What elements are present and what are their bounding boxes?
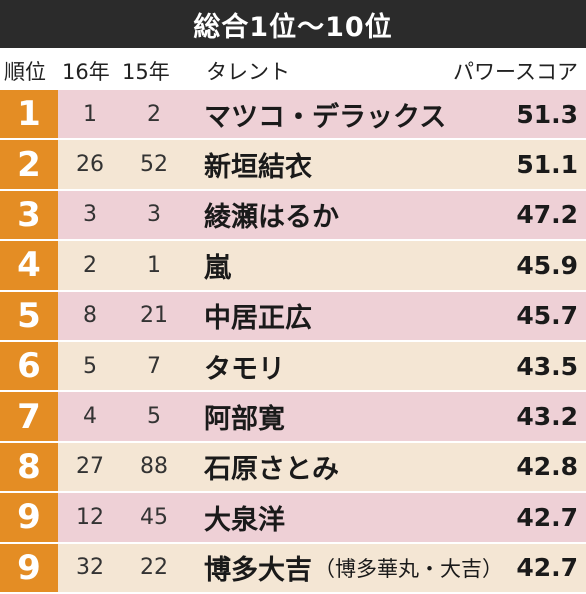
rank-cell: 8: [0, 442, 58, 492]
talent-name: 中居正広: [204, 292, 314, 340]
rank-2015: 1: [147, 252, 161, 278]
talent-name: 石原さとみ: [204, 443, 341, 491]
talent-name-text: 綾瀬はるか: [204, 202, 339, 234]
rank-2016: 12: [76, 504, 104, 530]
header-2015: 15年: [122, 60, 170, 84]
talent-name: 新垣結衣: [204, 140, 314, 188]
header-2016: 16年: [62, 60, 110, 84]
talent-name: 大泉洋: [204, 493, 287, 541]
rank-2015: 21: [140, 303, 168, 329]
rank-cell: 6: [0, 341, 58, 391]
header-power-score: パワースコア: [453, 60, 578, 84]
rank-2016: 32: [76, 555, 104, 581]
table-header: 順位 16年 15年 タレント パワースコア: [0, 48, 586, 90]
talent-name: マツコ・デラックス: [204, 90, 448, 138]
power-score: 42.7: [516, 502, 578, 532]
rank-2015: 52: [140, 152, 168, 178]
talent-name-text: 阿部寛: [204, 404, 285, 436]
rank-2016: 3: [83, 202, 97, 228]
talent-name-text: 大泉洋: [204, 504, 285, 536]
talent-name-text: タモリ: [204, 353, 285, 385]
rank-2015: 22: [140, 555, 168, 581]
power-score: 43.2: [516, 402, 578, 432]
power-score: 51.3: [516, 99, 578, 129]
rank-2015: 45: [140, 504, 168, 530]
table-row: 6 5 7 タモリ 43.5: [0, 341, 586, 393]
talent-name-text: 博多大吉: [204, 555, 312, 587]
talent-name-text: 嵐: [204, 252, 231, 284]
table-row: 1 1 2 マツコ・デラックス 51.3: [0, 90, 586, 141]
talent-name-text: マツコ・デラックス: [204, 101, 447, 133]
rank-2016: 5: [83, 353, 97, 379]
rank-2016: 8: [83, 303, 97, 329]
rank-2016: 1: [83, 101, 97, 127]
rank-2015: 5: [147, 404, 161, 430]
power-score: 43.5: [516, 351, 578, 381]
rank-cell: 7: [0, 392, 58, 441]
rank-2015: 88: [140, 454, 168, 480]
table-row: 7 4 5 阿部寛 43.2: [0, 392, 586, 443]
table-row: 9 12 45 大泉洋 42.7: [0, 493, 586, 544]
title-text: 総合1位～10位: [193, 11, 393, 43]
rank-cell: 9: [0, 543, 58, 592]
table-row: 2 26 52 新垣結衣 51.1: [0, 140, 586, 191]
rank-2015: 2: [147, 101, 161, 127]
talent-name: 綾瀬はるか: [204, 191, 341, 239]
header-talent: タレント: [206, 60, 290, 84]
table-row: 9 32 22 博多大吉 （博多華丸・大吉） 42.7: [0, 543, 586, 594]
talent-name: 阿部寛: [204, 392, 287, 440]
rank-cell: 9: [0, 493, 58, 542]
talent-name-text: 石原さとみ: [204, 454, 339, 486]
power-score: 45.9: [516, 250, 578, 280]
rank-2015: 7: [147, 353, 161, 379]
talent-name-text: 新垣結衣: [204, 152, 312, 184]
power-score: 42.8: [516, 452, 578, 482]
rank-cell: 4: [0, 241, 58, 290]
rank-2016: 26: [76, 152, 104, 178]
rank-cell: 5: [0, 291, 58, 340]
talent-name: 博多大吉 （博多華丸・大吉）: [204, 544, 503, 592]
talent-note: （博多華丸・大吉）: [314, 556, 503, 581]
rank-2015: 3: [147, 202, 161, 228]
table-row: 8 27 88 石原さとみ 42.8: [0, 442, 586, 494]
table-row: 5 8 21 中居正広 45.7: [0, 291, 586, 342]
rank-cell: 2: [0, 140, 58, 189]
power-score: 51.1: [516, 150, 578, 180]
rank-cell: 3: [0, 190, 58, 240]
table-row: 4 2 1 嵐 45.9: [0, 241, 586, 292]
talent-name: 嵐: [204, 241, 233, 289]
rank-2016: 4: [83, 404, 97, 430]
page-title: 総合1位～10位: [0, 0, 586, 48]
power-score: 45.7: [516, 301, 578, 331]
rank-cell: 1: [0, 90, 58, 139]
power-score: 47.2: [516, 200, 578, 230]
rank-2016: 2: [83, 252, 97, 278]
talent-name-text: 中居正広: [204, 303, 312, 335]
ranking-table: 1 1 2 マツコ・デラックス 51.3 2 26 52 新垣結衣 51.1 3…: [0, 90, 586, 594]
table-row: 3 3 3 綾瀬はるか 47.2: [0, 190, 586, 242]
rank-2016: 27: [76, 454, 104, 480]
header-rank: 順位: [4, 60, 46, 84]
power-score: 42.7: [516, 553, 578, 583]
talent-name: タモリ: [204, 342, 287, 390]
